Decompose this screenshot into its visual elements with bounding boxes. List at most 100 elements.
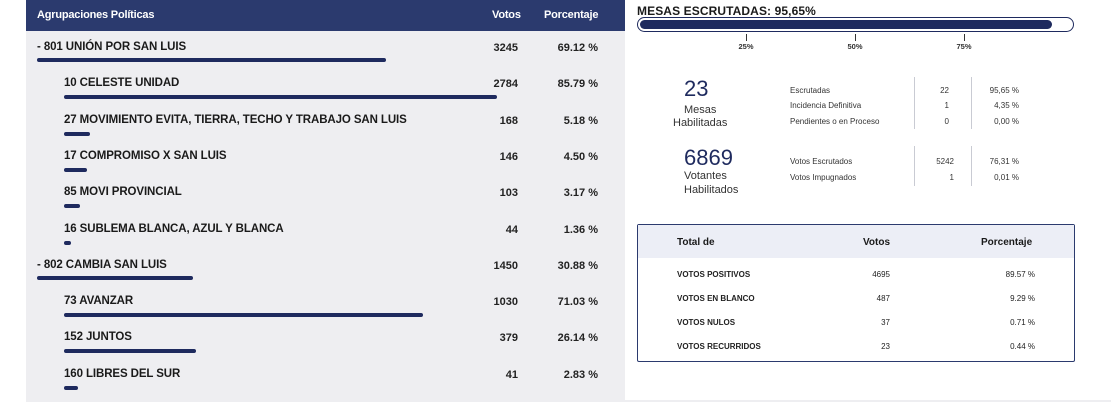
tick-75 (964, 34, 965, 41)
bottom-divider (625, 400, 1111, 402)
sublist-row: 73 AVANZAR 1030 71.03 % (26, 285, 625, 321)
mesas-escrutadas-title: MESAS ESCRUTADAS: 95,65% (637, 4, 816, 18)
stat-pendientes-pct: 0,00 % (994, 117, 1019, 126)
row-percentage: 26.14 % (557, 332, 598, 345)
tick-label-50: 50% (847, 42, 863, 51)
share-bar (64, 240, 71, 245)
stats-divider (971, 146, 972, 186)
summary-header-porcentaje: Porcentaje (981, 237, 1033, 248)
sublist-name: 10 CELESTE UNIDAD (64, 77, 180, 90)
summary-header: Total de Votos Porcentaje (638, 225, 1074, 258)
summary-row-label: VOTOS NULOS (677, 318, 736, 327)
stats-divider (914, 146, 915, 186)
row-votes: 3245 (493, 42, 518, 54)
stat-pendientes-label: Pendientes o en Proceso (790, 117, 880, 126)
sublist-row: 17 COMPROMISO X SAN LUIS 146 4.50 % (26, 140, 625, 176)
tick-label-25: 25% (738, 42, 754, 51)
summary-row-pct: 89.57 % (1005, 270, 1035, 279)
header-votos: Votos (492, 9, 521, 21)
summary-row: VOTOS POSITIVOS 4695 89.57 % (638, 265, 1074, 285)
header-agrupaciones: Agrupaciones Políticas (37, 9, 155, 21)
sublist-row: 160 LIBRES DEL SUR 41 2.83 % (26, 358, 625, 394)
mesas-habilitadas-count: 23 (684, 76, 709, 101)
stat-votos-escrutados-label: Votos Escrutados (790, 157, 853, 166)
sublist-row: 16 SUBLEMA BLANCA, AZUL Y BLANCA 44 1.36 % (26, 213, 625, 249)
stat-votos-impugnados-pct: 0,01 % (994, 173, 1019, 182)
sublist-name: 152 JUNTOS (64, 331, 132, 344)
summary-row-pct: 0.44 % (1010, 342, 1035, 351)
stats-divider (914, 77, 915, 129)
share-bar (64, 95, 497, 100)
sublist-name: 160 LIBRES DEL SUR (64, 367, 181, 380)
stats-divider (971, 77, 972, 129)
summary-row-votes: 37 (881, 318, 890, 327)
row-votes: 103 (499, 187, 518, 200)
summary-row-label: VOTOS POSITIVOS (677, 270, 751, 279)
summary-row-votes: 487 (876, 294, 890, 303)
party-row[interactable]: - 802 CAMBIA SAN LUIS 1450 30.88 % (26, 249, 625, 285)
row-votes: 379 (499, 332, 518, 345)
tick-25 (746, 34, 747, 41)
tick-50 (855, 34, 856, 41)
share-bar (37, 275, 193, 280)
habilitados-label: Habilitados (684, 184, 739, 196)
summary-header-votos: Votos (863, 237, 891, 248)
stat-escrutadas-label: Escrutadas (790, 86, 831, 95)
summary-header-total: Total de (677, 237, 715, 248)
mesas-label: Mesas (684, 104, 717, 116)
row-votes: 1450 (493, 259, 518, 272)
share-bar (64, 204, 80, 209)
mesas-progress-bar (637, 17, 1074, 32)
tick-label-75: 75% (956, 42, 972, 51)
stat-incidencia-label: Incidencia Definitiva (790, 101, 862, 110)
stat-incidencia-n: 1 (944, 101, 949, 110)
sublist-name: 16 SUBLEMA BLANCA, AZUL Y BLANCA (64, 222, 284, 235)
summary-row: VOTOS EN BLANCO 487 9.29 % (638, 289, 1074, 309)
row-percentage: 69.12 % (557, 42, 598, 54)
row-percentage: 4.50 % (563, 150, 598, 163)
stat-votos-impugnados-n: 1 (949, 173, 954, 182)
share-bar (64, 385, 78, 390)
row-votes: 1030 (493, 296, 518, 309)
share-bar (37, 58, 386, 62)
row-votes: 168 (499, 114, 518, 127)
mesas-progress-fill (640, 20, 1053, 29)
share-bar (64, 349, 196, 354)
party-name: - 802 CAMBIA SAN LUIS (37, 258, 167, 271)
summary-row-votes: 4695 (872, 270, 890, 279)
sublist-name: 85 MOVI PROVINCIAL (64, 186, 182, 199)
stat-votos-impugnados-label: Votos Impugnados (790, 173, 857, 182)
stat-escrutadas-pct: 95,65 % (989, 86, 1019, 95)
header-porcentaje: Porcentaje (544, 9, 599, 21)
sublist-name: 27 MOVIMIENTO EVITA, TIERRA, TECHO Y TRA… (64, 113, 407, 126)
summary-row: VOTOS RECURRIDOS 23 0.44 % (638, 337, 1074, 357)
row-percentage: 3.17 % (563, 187, 598, 200)
sublist-name: 73 AVANZAR (64, 295, 134, 308)
stat-pendientes-n: 0 (944, 117, 949, 126)
row-percentage: 71.03 % (557, 296, 598, 309)
share-bar (64, 313, 423, 318)
row-percentage: 2.83 % (563, 368, 598, 381)
summary-row: VOTOS NULOS 37 0.71 % (638, 313, 1074, 333)
sublist-row: 10 CELESTE UNIDAD 2784 85.79 % (26, 67, 625, 103)
summary-row-pct: 0.71 % (1010, 318, 1035, 327)
summary-row-votes: 23 (881, 342, 890, 351)
share-bar (64, 167, 87, 172)
row-percentage: 5.18 % (563, 114, 598, 127)
row-percentage: 85.79 % (557, 78, 598, 91)
sublist-row: 152 JUNTOS 379 26.14 % (26, 321, 625, 357)
row-votes: 146 (499, 150, 518, 163)
results-table: Agrupaciones Políticas Votos Porcentaje … (26, 0, 625, 402)
party-row[interactable]: - 801 UNIÓN POR SAN LUIS 3245 69.12 % (26, 31, 625, 67)
row-votes: 2784 (493, 78, 518, 91)
totals-summary-box: Total de Votos Porcentaje VOTOS POSITIVO… (637, 224, 1075, 362)
party-name: - 801 UNIÓN POR SAN LUIS (37, 41, 187, 53)
table-header: Agrupaciones Políticas Votos Porcentaje (26, 0, 625, 31)
stat-votos-escrutados-n: 5242 (936, 157, 954, 166)
row-percentage: 30.88 % (557, 259, 598, 272)
sublist-name: 17 COMPROMISO X SAN LUIS (64, 149, 227, 162)
votantes-habilitados-count: 6869 (684, 145, 733, 170)
stat-escrutadas-n: 22 (940, 86, 949, 95)
habilitadas-label: Habilitadas (673, 117, 728, 129)
summary-row-label: VOTOS EN BLANCO (677, 294, 755, 303)
